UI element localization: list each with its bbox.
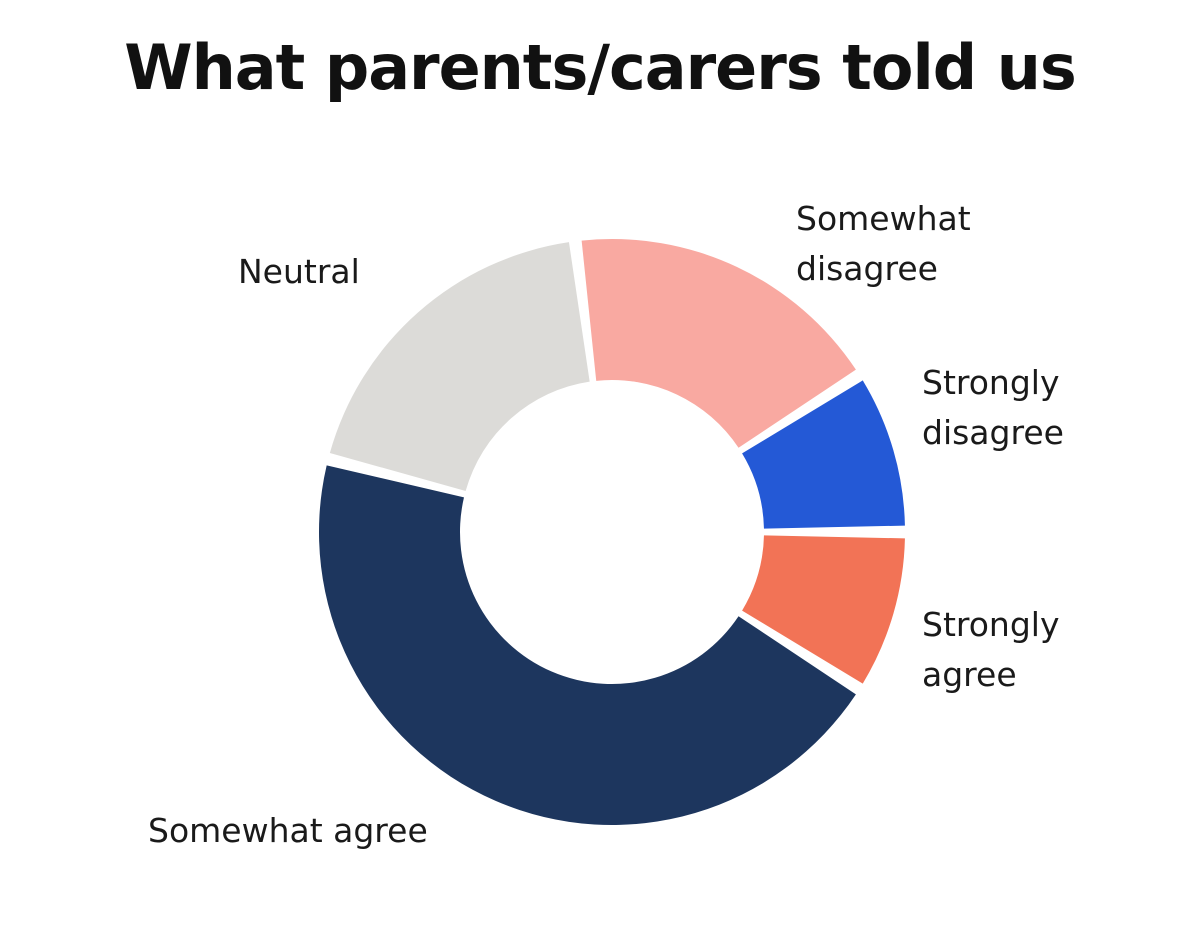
slice-somewhat-disagree xyxy=(581,239,856,448)
label-somewhat-disagree: Somewhat disagree xyxy=(796,199,971,288)
label-line: agree xyxy=(922,655,1017,694)
label-line: disagree xyxy=(796,249,938,288)
label-line: Somewhat agree xyxy=(148,811,428,850)
labels-group: Strongly agree Somewhat agree Neutral Somewh… xyxy=(148,199,1064,850)
label-line: Strongly xyxy=(922,605,1059,644)
chart-title: What parents/carers told us xyxy=(124,31,1077,104)
label-somewhat-agree: Somewhat agree xyxy=(148,811,428,850)
label-neutral: Neutral xyxy=(238,252,360,291)
label-line: Neutral xyxy=(238,252,360,291)
slice-neutral xyxy=(329,242,590,491)
slice-strongly-agree xyxy=(742,535,905,684)
slice-somewhat-agree xyxy=(319,465,856,825)
label-line: disagree xyxy=(922,413,1064,452)
label-strongly-disagree: Strongly disagree xyxy=(922,363,1064,452)
slice-strongly-disagree xyxy=(742,380,905,529)
label-line: Somewhat xyxy=(796,199,971,238)
slices-group xyxy=(319,239,905,825)
label-strongly-agree: Strongly agree xyxy=(922,605,1059,694)
label-line: Strongly xyxy=(922,363,1059,402)
